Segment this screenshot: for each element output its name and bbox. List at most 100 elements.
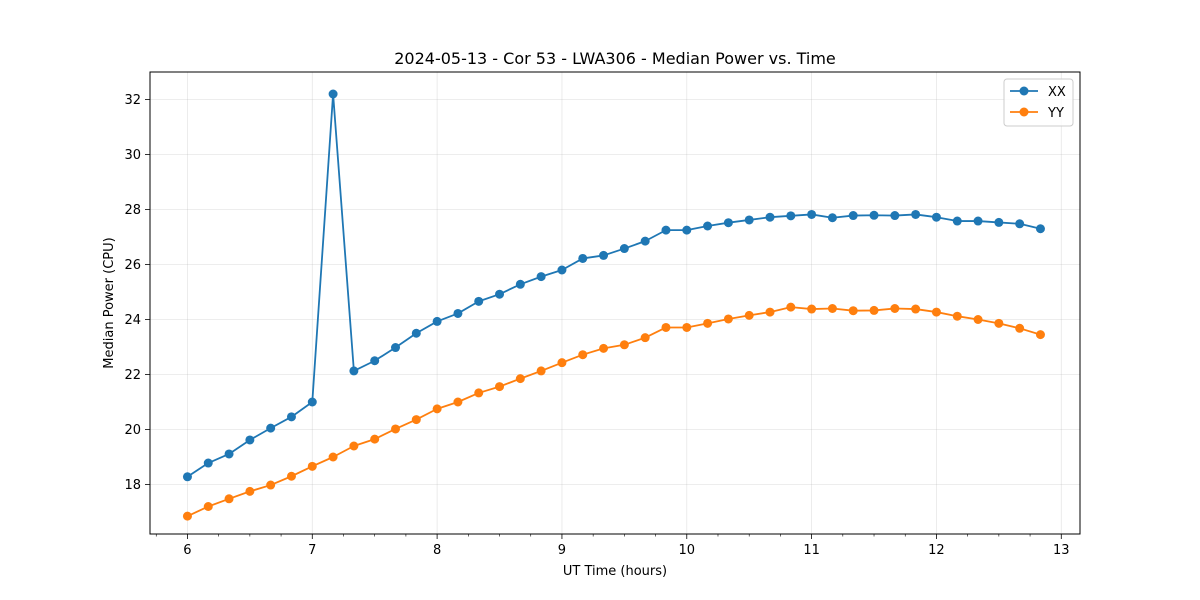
- data-point-yy: [266, 480, 276, 490]
- data-point-yy: [890, 304, 900, 313]
- data-point-yy: [411, 415, 421, 425]
- data-point-yy: [952, 311, 962, 321]
- data-point-yy: [869, 305, 879, 315]
- data-point-yy: [765, 307, 775, 317]
- data-point-xx: [495, 289, 505, 299]
- legend-marker-xx: [1019, 86, 1029, 96]
- grid: [150, 72, 1080, 534]
- data-point-xx: [765, 212, 775, 222]
- data-point-xx: [931, 212, 941, 222]
- data-point-xx: [349, 366, 359, 376]
- y-axis-label: Median Power (CPU): [102, 237, 117, 368]
- chart-title: 2024-05-13 - Cor 53 - LWA306 - Median Po…: [394, 49, 836, 68]
- data-point-xx: [911, 209, 921, 219]
- x-tick-label: 6: [183, 543, 191, 558]
- data-point-xx: [848, 211, 858, 221]
- data-point-yy: [827, 304, 837, 313]
- x-axis-label: UT Time (hours): [563, 564, 667, 579]
- data-point-xx: [536, 272, 546, 282]
- data-point-yy: [931, 307, 941, 317]
- data-point-xx: [307, 397, 317, 407]
- data-point-xx: [599, 250, 609, 260]
- data-point-xx: [411, 328, 421, 338]
- data-point-xx: [245, 435, 255, 445]
- y-tick-label: 28: [124, 203, 141, 218]
- y-tick-label: 24: [124, 313, 141, 328]
- data-point-yy: [203, 502, 213, 511]
- y-tick-label: 18: [124, 478, 141, 493]
- data-point-yy: [286, 471, 296, 481]
- y-tick-label: 20: [124, 423, 141, 438]
- data-point-yy: [911, 304, 921, 314]
- data-point-xx: [619, 244, 629, 254]
- x-tick-label: 7: [308, 543, 316, 558]
- legend: XX YY: [1003, 78, 1074, 127]
- data-point-xx: [723, 218, 733, 228]
- data-point-xx: [557, 265, 567, 275]
- data-point-xx: [640, 236, 650, 246]
- y-tick-label: 22: [124, 368, 141, 383]
- data-point-xx: [203, 458, 213, 468]
- data-point-xx: [952, 216, 962, 226]
- data-point-xx: [432, 316, 442, 326]
- data-point-yy: [786, 302, 796, 312]
- y-tick-label: 30: [124, 148, 141, 163]
- data-point-yy: [723, 314, 733, 324]
- data-point-xx: [994, 217, 1004, 227]
- data-point-xx: [286, 412, 296, 422]
- data-point-xx: [661, 225, 671, 235]
- x-tick-label: 11: [803, 543, 820, 558]
- data-point-xx: [682, 225, 692, 235]
- data-point-yy: [224, 494, 234, 504]
- x-tick-label: 8: [433, 543, 441, 558]
- data-point-yy: [349, 441, 359, 451]
- data-point-xx: [328, 89, 338, 99]
- legend-label-xx: XX: [1048, 85, 1066, 100]
- data-point-xx: [453, 308, 463, 318]
- data-point-yy: [307, 461, 317, 471]
- data-point-yy: [557, 358, 567, 368]
- data-point-yy: [515, 374, 525, 384]
- data-point-yy: [391, 424, 401, 434]
- data-point-yy: [370, 434, 380, 444]
- data-point-xx: [370, 356, 380, 366]
- data-point-yy: [328, 452, 338, 462]
- data-point-yy: [495, 382, 505, 392]
- y-tick-label: 26: [124, 258, 141, 273]
- data-point-yy: [536, 366, 546, 376]
- data-point-xx: [182, 472, 192, 482]
- data-point-xx: [474, 296, 484, 306]
- y-tick-label: 32: [124, 93, 141, 108]
- data-point-xx: [391, 343, 401, 353]
- data-point-yy: [703, 318, 713, 328]
- x-tick-label: 9: [558, 543, 566, 558]
- data-point-xx: [869, 210, 879, 220]
- axis-ticks: 6 7 8 9 10 11 12 13 18 20 22 24 26 28 30 32: [124, 93, 1069, 558]
- data-point-yy: [432, 404, 442, 414]
- data-point-xx: [807, 209, 817, 219]
- data-point-xx: [1035, 224, 1045, 234]
- data-point-xx: [890, 211, 900, 221]
- x-tick-label: 13: [1053, 543, 1070, 558]
- data-point-yy: [973, 315, 983, 324]
- data-point-yy: [682, 322, 692, 332]
- data-point-yy: [744, 310, 754, 320]
- data-point-yy: [245, 486, 255, 496]
- data-point-yy: [474, 388, 484, 398]
- data-point-yy: [453, 397, 463, 407]
- data-point-xx: [744, 215, 754, 225]
- data-point-yy: [807, 304, 817, 314]
- data-point-xx: [578, 253, 588, 263]
- data-point-yy: [1015, 323, 1025, 333]
- legend-marker-yy: [1019, 107, 1029, 117]
- data-point-yy: [599, 343, 609, 353]
- x-tick-label: 10: [679, 543, 696, 558]
- data-point-xx: [786, 211, 796, 221]
- data-point-yy: [1035, 330, 1045, 340]
- plot-frame: [149, 71, 1081, 535]
- x-tick-label: 12: [928, 543, 945, 558]
- data-point-yy: [182, 511, 192, 521]
- data-point-yy: [848, 306, 858, 316]
